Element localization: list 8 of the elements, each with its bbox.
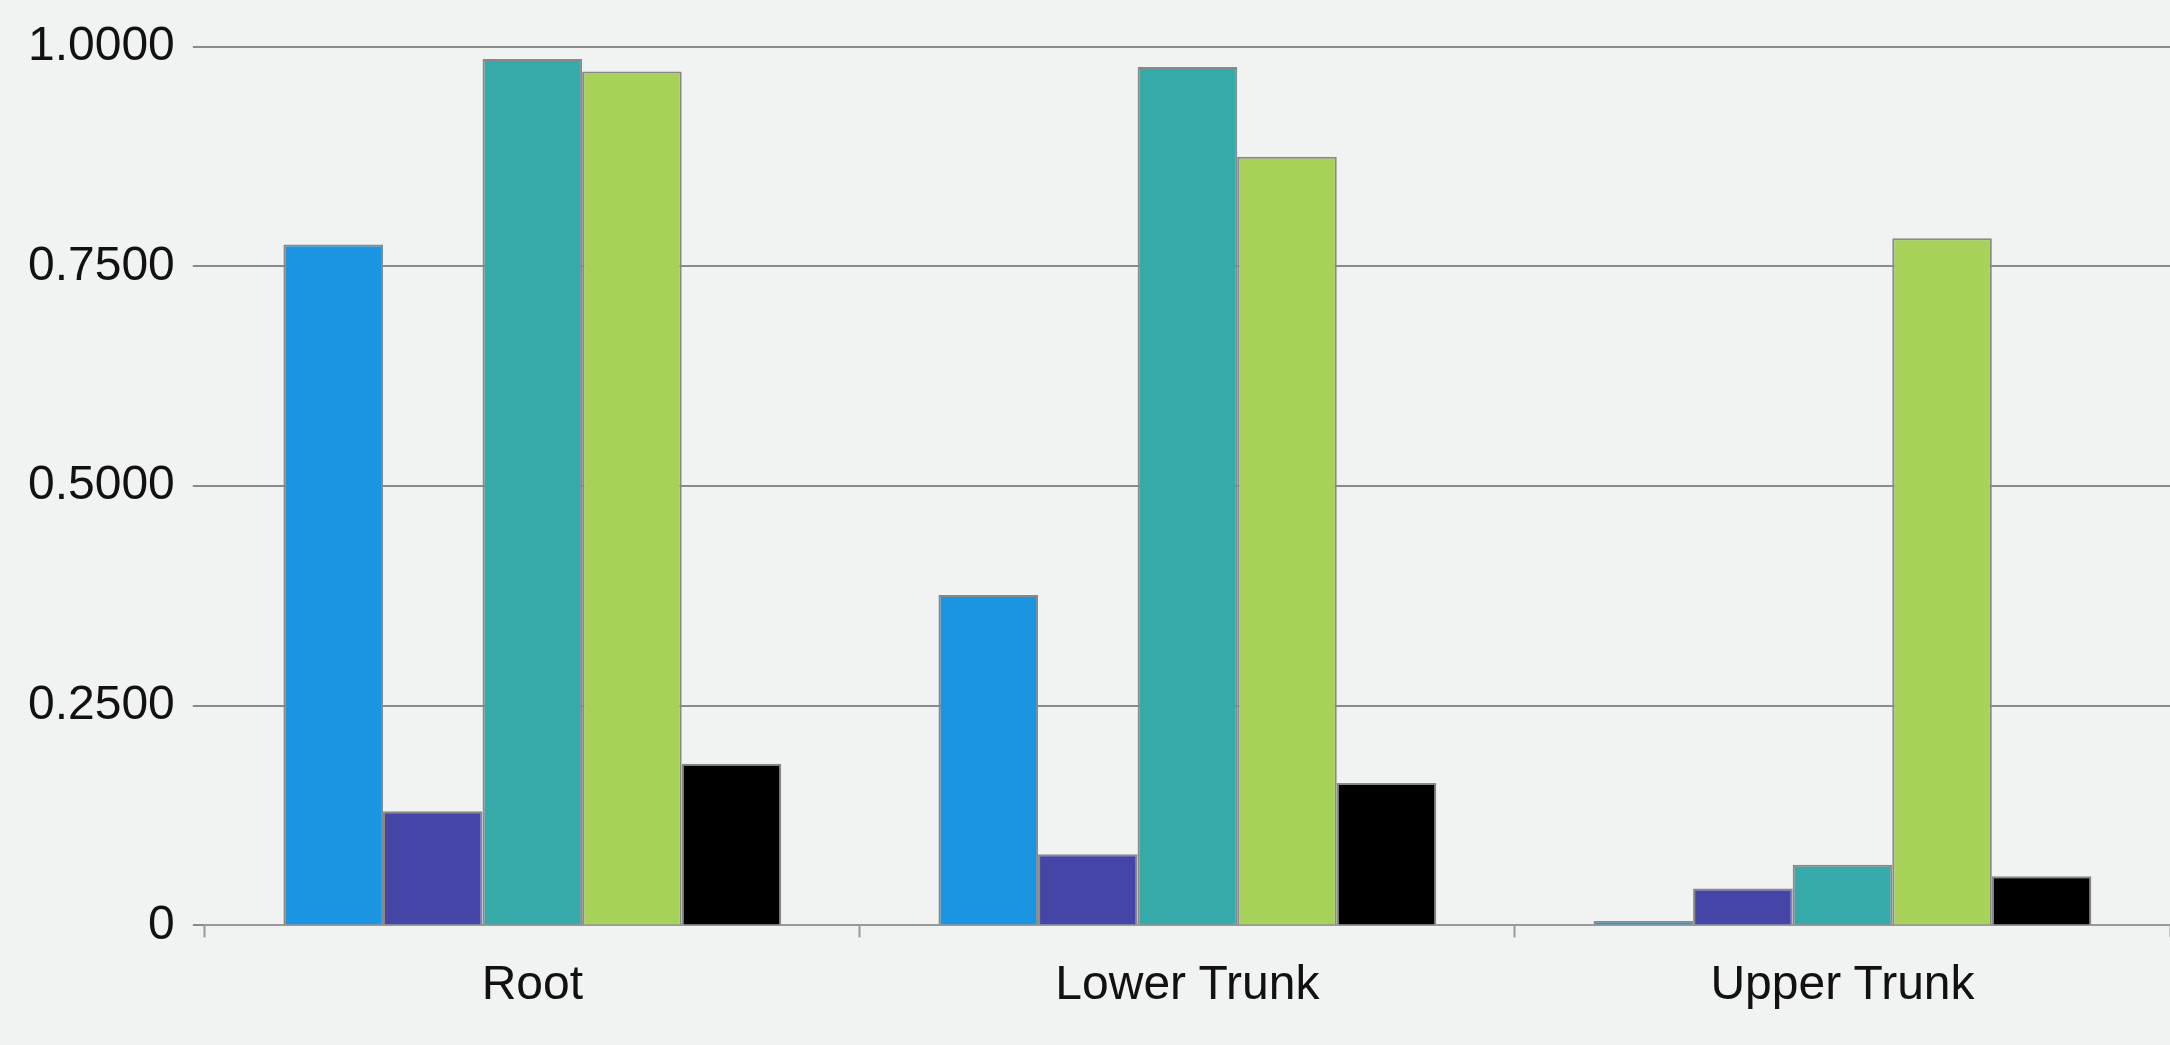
y-tick-label: 0.5000	[28, 456, 175, 510]
y-tick-label: 0.7500	[28, 236, 175, 290]
x-tick-label: Root	[481, 956, 584, 1010]
x-tick-label: Lower Trunk	[1055, 956, 1321, 1010]
y-tick-label: 0.2500	[28, 675, 175, 729]
y-tick-label: 0	[148, 895, 175, 949]
y-tick-label: 1.0000	[28, 17, 175, 71]
x-tick-label: Upper Trunk	[1710, 956, 1976, 1010]
